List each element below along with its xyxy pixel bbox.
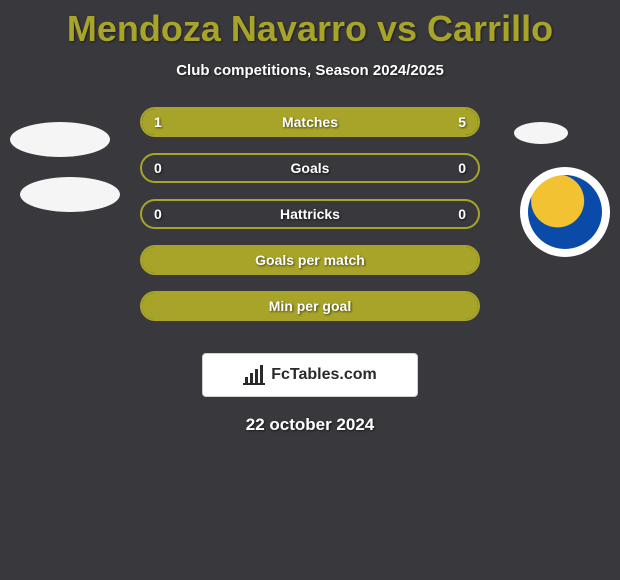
player-right-club-badge xyxy=(520,167,610,257)
source-text: FcTables.com xyxy=(271,366,377,384)
comparison-bar: Min per goal xyxy=(140,291,480,321)
bar-label: Matches xyxy=(142,109,478,135)
player-left-avatar-2 xyxy=(20,177,120,212)
comparison-bar: 00Hattricks xyxy=(140,199,480,229)
bar-chart-icon xyxy=(243,365,267,385)
player-right-avatar xyxy=(514,122,568,144)
comparison-area: 15Matches 00Goals 00Hattricks Goals per mat… xyxy=(0,107,620,347)
date-text: 22 october 2024 xyxy=(0,415,620,435)
subtitle: Club competitions, Season 2024/2025 xyxy=(0,62,620,79)
comparison-bar: 00Goals xyxy=(140,153,480,183)
bar-label: Goals per match xyxy=(142,247,478,273)
bar-label: Goals xyxy=(142,155,478,181)
bar-label: Hattricks xyxy=(142,201,478,227)
player-left-avatar-1 xyxy=(10,122,110,157)
club-badge-icon xyxy=(528,175,602,249)
comparison-bar: Goals per match xyxy=(140,245,480,275)
comparison-bar: 15Matches xyxy=(140,107,480,137)
page-title: Mendoza Navarro vs Carrillo xyxy=(0,0,620,50)
source-attribution: FcTables.com xyxy=(202,353,418,397)
comparison-bars: 15Matches 00Goals 00Hattricks Goals per mat… xyxy=(140,107,480,337)
bar-label: Min per goal xyxy=(142,293,478,319)
